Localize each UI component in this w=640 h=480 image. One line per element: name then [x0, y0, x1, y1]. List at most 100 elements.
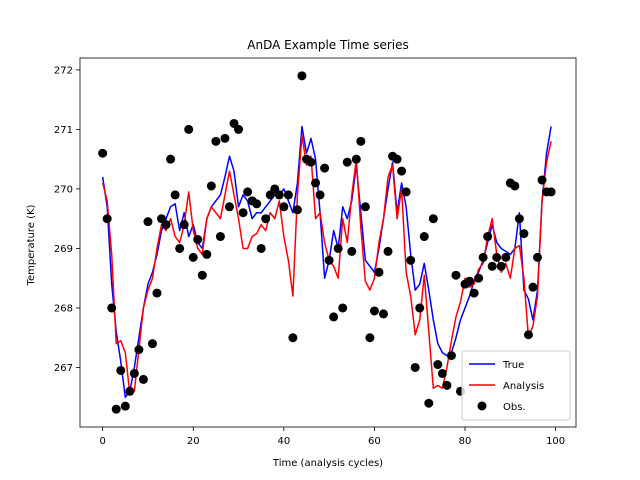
obs-point: [98, 148, 108, 158]
obs-point: [428, 214, 438, 224]
obs-point: [383, 246, 393, 256]
obs-point: [215, 232, 225, 242]
obs-point: [397, 166, 407, 176]
x-axis-label: Time (analysis cycles): [272, 458, 383, 469]
obs-point: [238, 208, 248, 218]
obs-point: [170, 190, 180, 200]
obs-point: [537, 175, 547, 185]
obs-point: [338, 303, 348, 313]
legend-entry: Obs.: [503, 402, 526, 413]
legend: True Analysis Obs.: [461, 350, 571, 421]
axes: 0 20 40 60 80 100 267 268 269 270 271 272: [54, 57, 577, 447]
x-tick-label: 40: [277, 436, 290, 447]
obs-point: [410, 362, 420, 372]
obs-point: [120, 401, 130, 411]
obs-point: [320, 163, 330, 173]
obs-point: [147, 339, 157, 349]
obs-point: [519, 229, 529, 239]
obs-point: [392, 154, 402, 164]
obs-point: [528, 282, 538, 292]
obs-point: [333, 243, 343, 253]
obs-point: [369, 306, 379, 316]
obs-point: [179, 220, 189, 230]
chart-title: AnDA Example Time series: [247, 38, 408, 52]
obs-point: [496, 261, 506, 271]
y-tick-label: 268: [54, 303, 73, 314]
obs-point: [469, 288, 479, 298]
obs-point: [415, 303, 425, 313]
obs-point: [329, 312, 339, 322]
y-tick-label: 272: [54, 65, 73, 76]
obs-point: [483, 232, 493, 242]
obs-point: [274, 190, 284, 200]
obs-point: [424, 398, 434, 408]
obs-point: [347, 246, 357, 256]
obs-point: [166, 154, 176, 164]
x-tick-label: 60: [368, 436, 381, 447]
obs-point: [143, 217, 153, 227]
obs-point: [501, 252, 511, 262]
obs-point: [465, 276, 475, 286]
obs-point: [111, 404, 121, 414]
obs-point: [533, 252, 542, 262]
obs-point: [374, 267, 384, 277]
obs-point: [211, 136, 221, 146]
obs-point: [256, 243, 266, 253]
y-tick-label: 270: [54, 184, 73, 195]
obs-point: [315, 190, 325, 200]
obs-point: [451, 270, 461, 280]
obs-point: [356, 136, 366, 146]
legend-entry: True: [502, 360, 524, 371]
obs-point: [224, 202, 234, 212]
obs-point: [152, 288, 162, 298]
obs-point: [288, 333, 298, 343]
obs-point: [510, 181, 520, 191]
y-tick-label: 271: [54, 125, 73, 136]
obs-point: [283, 190, 293, 200]
obs-point: [279, 202, 289, 212]
obs-point: [311, 178, 321, 188]
obs-point: [406, 255, 416, 265]
obs-point: [378, 309, 388, 319]
legend-box: [461, 350, 571, 421]
x-tick-label: 100: [546, 436, 565, 447]
obs-point: [138, 374, 148, 384]
x-tick-label: 80: [459, 436, 472, 447]
obs-point: [365, 333, 375, 343]
obs-point: [129, 368, 139, 378]
obs-point: [220, 133, 230, 143]
obs-point: [161, 220, 171, 230]
x-tick-label: 20: [187, 436, 200, 447]
y-axis-label: Temperature (K): [26, 204, 37, 286]
obs-point: [442, 380, 452, 390]
obs-point: [102, 214, 112, 224]
obs-point: [306, 157, 316, 167]
obs-point: [252, 199, 262, 209]
obs-point: [234, 124, 244, 134]
obs-point: [492, 252, 502, 262]
obs-point: [116, 365, 126, 375]
obs-point: [401, 187, 411, 197]
obs-point: [193, 235, 203, 245]
obs-point: [514, 214, 524, 224]
y-tick-label: 267: [54, 363, 73, 374]
obs-point: [351, 154, 361, 164]
legend-entry: Analysis: [503, 381, 544, 392]
obs-point: [437, 368, 447, 378]
obs-point: [419, 232, 429, 242]
obs-point: [523, 330, 533, 340]
axes-frame: [79, 57, 577, 428]
obs-point: [324, 255, 334, 265]
obs-point: [342, 157, 352, 167]
plot-area: [98, 71, 556, 414]
y-tick-label: 269: [54, 244, 73, 255]
obs-point: [197, 270, 207, 280]
obs-point: [125, 386, 135, 396]
obs-point: [243, 187, 253, 197]
obs-point: [487, 261, 497, 271]
obs-point: [188, 252, 198, 262]
obs-point: [474, 273, 484, 283]
obs-point: [261, 214, 271, 224]
obs-point: [184, 124, 194, 134]
